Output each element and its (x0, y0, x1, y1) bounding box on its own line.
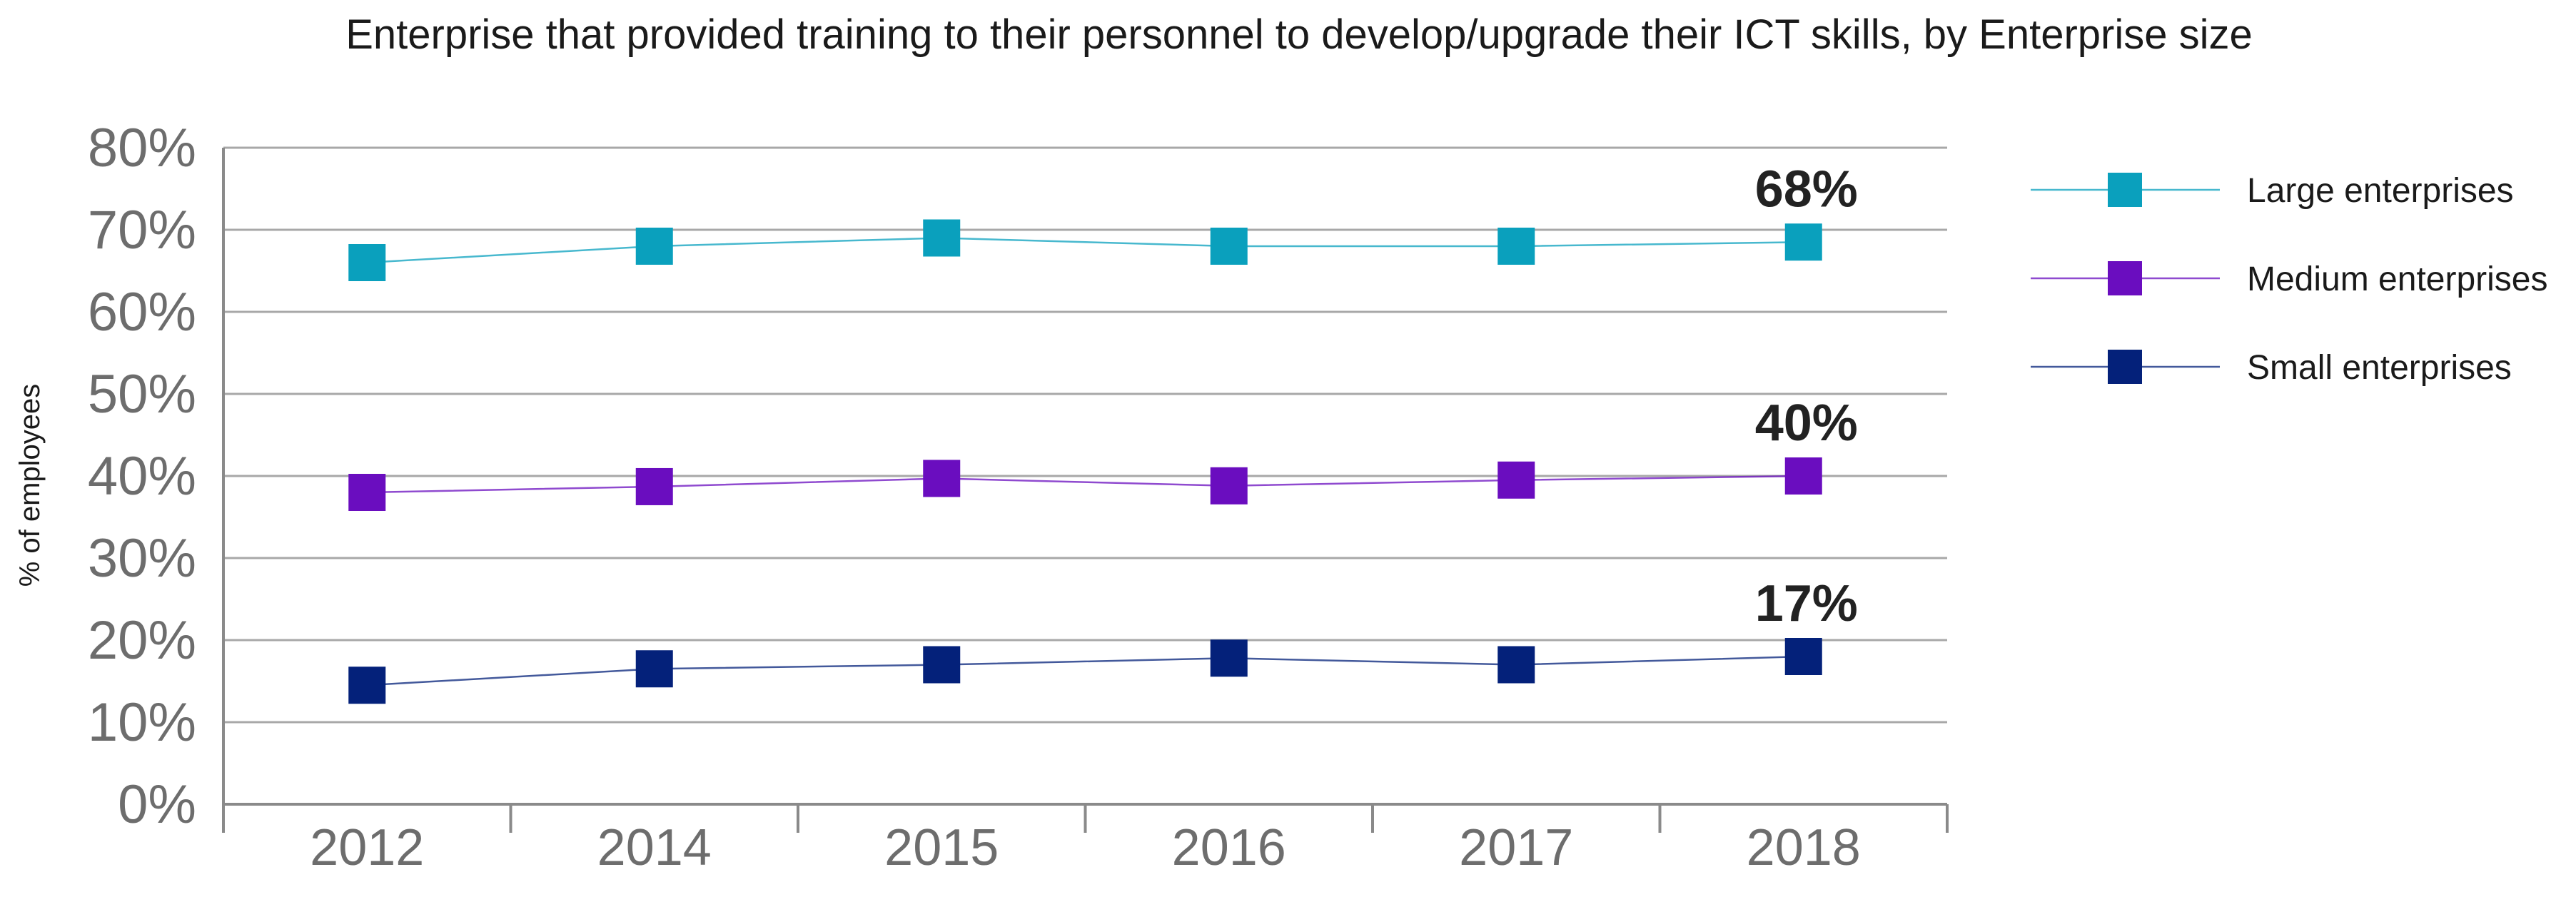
legend-marker (2108, 173, 2142, 207)
data-point (348, 667, 386, 704)
x-tick-label: 2016 (1172, 819, 1286, 876)
legend-label: Medium enterprises (2247, 260, 2548, 298)
legend-label: Large enterprises (2247, 172, 2514, 210)
series-line (367, 655, 1804, 686)
data-point (1784, 638, 1822, 675)
legend-item: Medium enterprises (2031, 260, 2548, 298)
data-point (1497, 228, 1535, 265)
data-point (1210, 467, 1248, 505)
data-point (1784, 457, 1822, 495)
legend-label: Small enterprises (2247, 349, 2512, 387)
data-point (923, 460, 961, 497)
data-point (1210, 228, 1248, 265)
series-line (367, 237, 1804, 264)
y-tick-label: 50% (88, 364, 196, 425)
x-tick-label: 2017 (1459, 819, 1573, 876)
y-tick-label: 20% (88, 610, 196, 671)
data-point (1497, 646, 1535, 684)
legend: Large enterprises Medium enterprises Small… (2031, 172, 2548, 387)
y-tick-label: 10% (88, 692, 196, 753)
y-tick-label: 0% (118, 774, 196, 835)
y-tick-labels: 0% 10% 20% 30% 40% 50% 60% 70% 80% (88, 118, 196, 835)
data-label: 17% (1755, 575, 1858, 632)
series-3 (348, 638, 1822, 704)
axes (222, 148, 1949, 833)
series-2 (348, 457, 1822, 511)
x-tick-label: 2015 (884, 819, 999, 876)
series-layer (348, 219, 1822, 704)
y-tick-label: 60% (88, 282, 196, 343)
data-point (348, 474, 386, 511)
legend-marker (2108, 261, 2142, 295)
data-point (635, 467, 673, 505)
x-tick-label: 2014 (597, 819, 712, 876)
data-point (1210, 639, 1248, 677)
data-point (1784, 223, 1822, 261)
data-point (635, 650, 673, 688)
y-axis-label: % of employees (14, 384, 46, 587)
x-tick-label: 2018 (1747, 819, 1861, 876)
data-label: 68% (1755, 161, 1858, 218)
data-point (923, 646, 961, 684)
data-label: 40% (1755, 395, 1858, 452)
y-tick-label: 80% (88, 118, 196, 178)
data-point (923, 219, 961, 257)
legend-item: Large enterprises (2031, 172, 2514, 210)
y-tick-label: 40% (88, 446, 196, 507)
y-tick-label: 70% (88, 200, 196, 260)
data-labels: 68% 40% 17% (1755, 161, 1858, 632)
legend-item: Small enterprises (2031, 349, 2512, 387)
data-point (348, 244, 386, 281)
series-1 (348, 219, 1822, 281)
data-point (1497, 461, 1535, 499)
legend-marker (2108, 350, 2142, 384)
x-tick-label: 2012 (310, 819, 424, 876)
x-tick-labels: 2012 2014 2015 2016 2017 2018 (310, 819, 1861, 876)
chart-title: Enterprise that provided training to the… (345, 11, 2253, 58)
data-point (635, 228, 673, 265)
series-line (367, 475, 1804, 494)
gridlines (223, 146, 1947, 724)
y-tick-label: 30% (88, 528, 196, 589)
